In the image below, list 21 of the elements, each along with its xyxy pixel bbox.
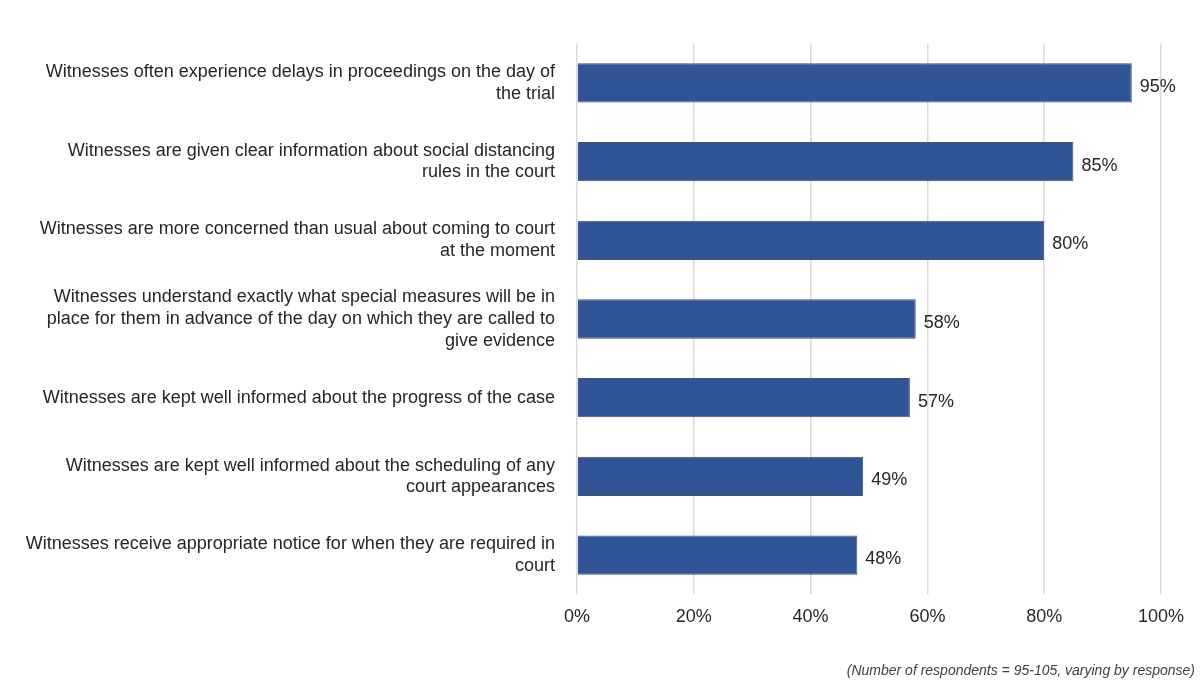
y-tick-label: Witnesses are more concerned than usual about coming to court at the moment — [39, 218, 555, 261]
y-tick-label: Witnesses are kept well informed about the progress of the case — [42, 386, 555, 407]
x-tick-label: 80% — [1026, 606, 1063, 627]
data-label: 49% — [871, 469, 908, 490]
x-tick-label: 100% — [1137, 606, 1185, 627]
data-label: 95% — [1139, 75, 1176, 96]
data-label: 58% — [923, 311, 960, 332]
data-label: 85% — [1081, 154, 1118, 175]
y-tick-label: Witnesses understand exactly what special measures will be in place for them in advance of the day on which they are called to give evidence — [46, 286, 555, 350]
text: (Number of respondents = 95-105, varying by response) — [846, 662, 1195, 678]
data-label: 48% — [865, 548, 902, 569]
data-label: 57% — [917, 390, 954, 411]
y-tick-label: Witnesses are given clear information about social distancing rules in the court — [67, 139, 555, 182]
data-label: 80% — [1052, 233, 1089, 254]
x-tick-label: 60% — [909, 606, 946, 627]
x-tick-label: 40% — [792, 606, 829, 627]
y-tick-label: Witnesses are kept well informed about the scheduling of any court appearances — [65, 454, 555, 497]
x-tick-label: 0% — [563, 606, 591, 627]
y-tick-label: Witnesses receive appropriate notice for when they are required in court — [25, 533, 555, 575]
y-tick-label: Witnesses often experience delays in proceedings on the day of the trial — [45, 61, 556, 103]
x-tick-label: 20% — [675, 606, 712, 627]
